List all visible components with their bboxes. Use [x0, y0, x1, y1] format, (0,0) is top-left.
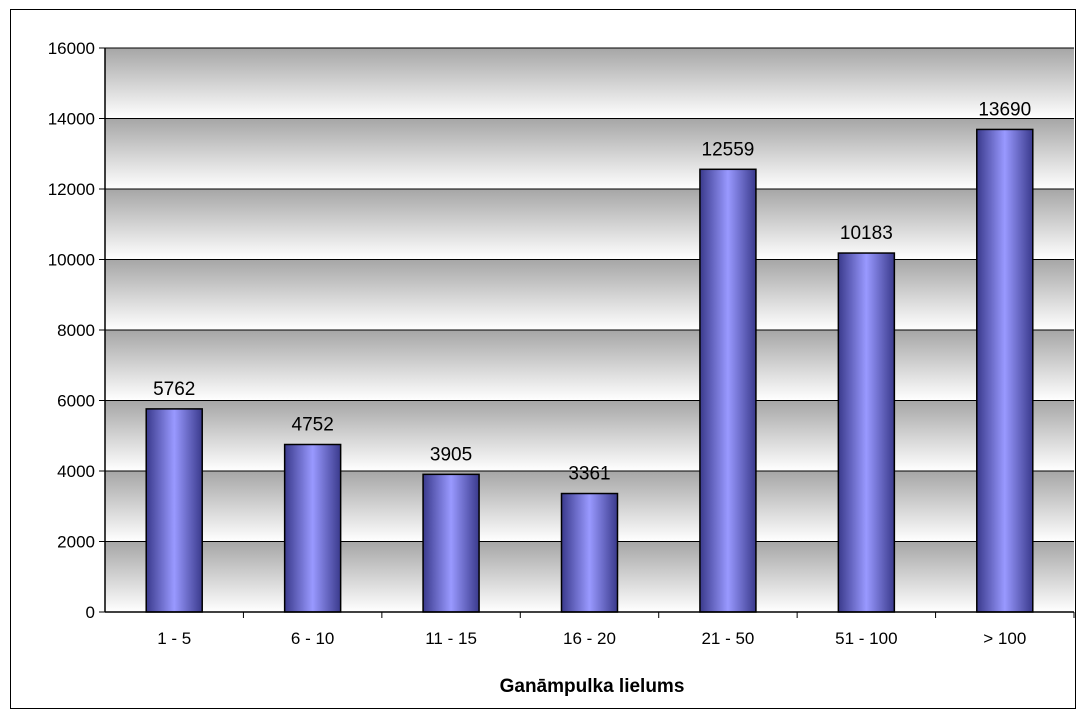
bar [699, 168, 757, 613]
y-tick-labels: 0 2000 4000 6000 8000 10000 12000 14000 16000 [48, 39, 105, 622]
data-label: 12559 [702, 139, 755, 160]
plot-band [105, 400, 1074, 471]
x-tick-label: 6 - 10 [291, 629, 334, 648]
y-tick-label: 12000 [48, 180, 95, 199]
plot-band [105, 48, 1074, 119]
x-tick-label: 11 - 15 [425, 629, 477, 648]
bars [145, 128, 1034, 613]
x-tick-label: 1 - 5 [157, 629, 191, 648]
plot-band [105, 259, 1074, 330]
y-tick-label: 0 [86, 603, 95, 622]
x-tick-labels: 1 - 5 6 - 10 11 - 15 16 - 20 21 - 50 51 - 100… [157, 612, 1075, 648]
bar [560, 492, 619, 613]
x-tick-label: 21 - 50 [701, 629, 754, 648]
x-tick-label: 51 - 100 [835, 629, 897, 648]
y-tick-label: 8000 [57, 321, 95, 340]
data-label: 13690 [978, 99, 1031, 120]
y-tick-label: 14000 [48, 110, 95, 129]
data-labels: 5762 4752 3905 3361 12559 10183 13690 [153, 99, 1031, 484]
data-label: 3361 [568, 464, 610, 485]
bar [422, 473, 480, 613]
plot-area [105, 48, 1074, 612]
bar [837, 252, 896, 613]
y-tick-label: 16000 [48, 39, 95, 58]
plot-band [105, 189, 1074, 260]
bar [976, 128, 1034, 613]
data-label: 5762 [153, 379, 195, 400]
bar [145, 408, 203, 613]
plot-band [105, 118, 1074, 189]
data-label: 10183 [840, 223, 893, 244]
x-tick-label: 16 - 20 [563, 629, 616, 648]
y-tick-label: 2000 [57, 533, 95, 552]
y-tick-label: 4000 [57, 462, 95, 481]
y-tick-label: 6000 [57, 392, 95, 411]
x-tick-label: > 100 [983, 629, 1026, 648]
y-tick-label: 10000 [48, 251, 95, 270]
data-label: 3905 [430, 444, 472, 465]
bar [283, 443, 342, 613]
data-label: 4752 [292, 414, 334, 435]
plot-band [105, 330, 1074, 401]
x-axis-title: Ganāmpulka lielums [500, 676, 685, 697]
